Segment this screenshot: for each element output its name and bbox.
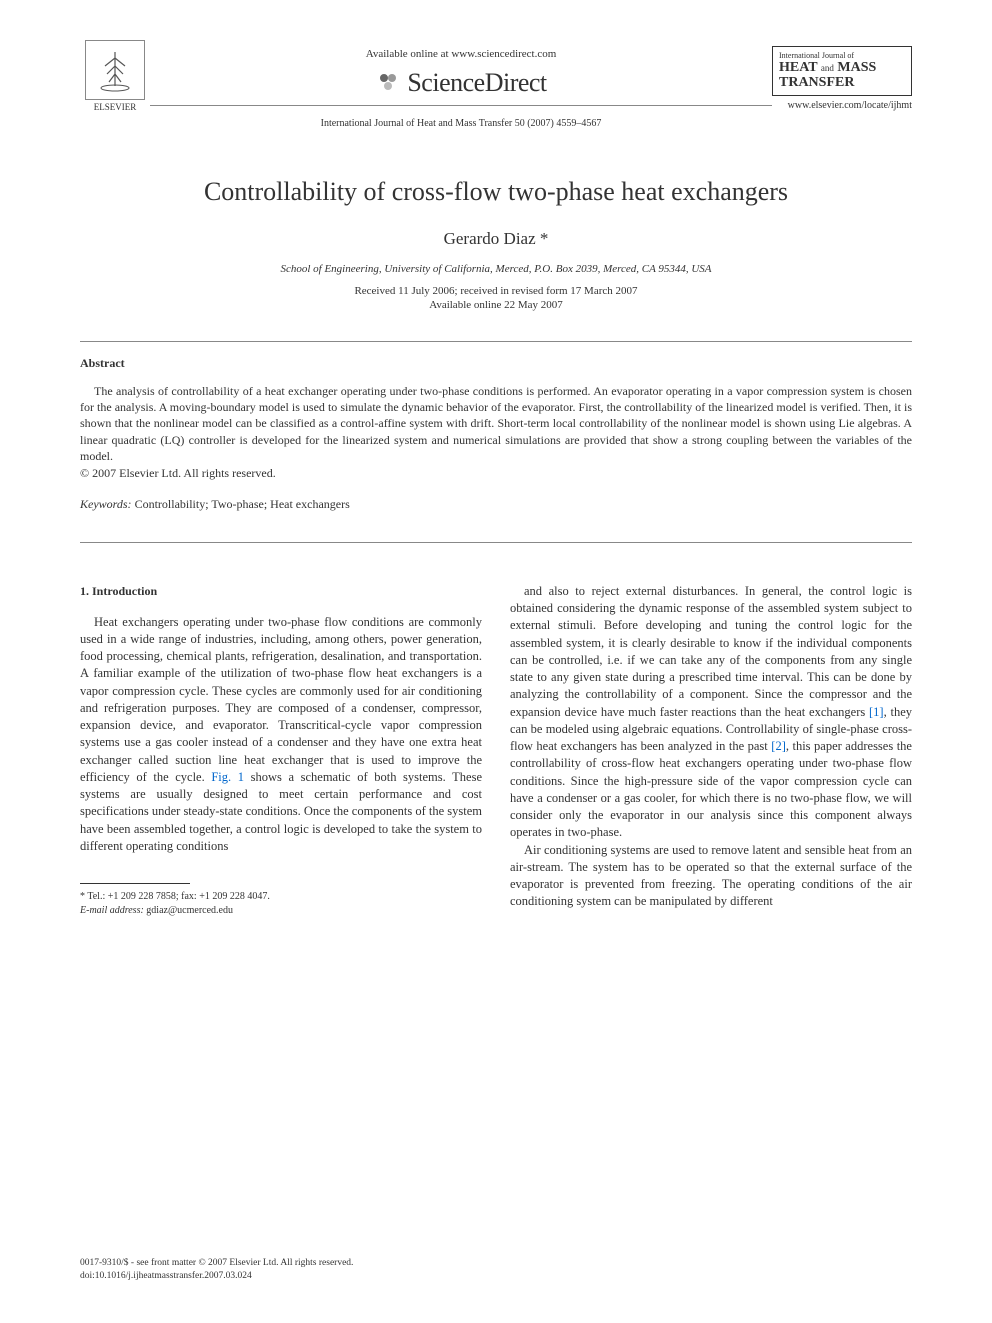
affiliation: School of Engineering, University of Cal… (80, 263, 912, 275)
available-date: Available online 22 May 2007 (80, 299, 912, 311)
author-marker: * (540, 229, 549, 248)
footnote-email: gdiaz@ucmerced.edu (144, 905, 233, 916)
ref-1-link[interactable]: [1] (869, 705, 884, 719)
body-two-column: 1. Introduction Heat exchangers operatin… (80, 583, 912, 918)
abstract-text: The analysis of controllability of a hea… (80, 383, 912, 464)
footnote-email-label: E-mail address: (80, 905, 144, 916)
journal-brand-main: HEAT and MASS TRANSFER (779, 60, 905, 91)
sciencedirect-icon (375, 69, 401, 101)
locate-url: www.elsevier.com/locate/ijhmt (772, 100, 912, 111)
left-column: 1. Introduction Heat exchangers operatin… (80, 583, 482, 918)
footnote-rule (80, 883, 190, 884)
journal-reference: International Journal of Heat and Mass T… (150, 118, 772, 129)
abstract-heading: Abstract (80, 356, 912, 371)
journal-brand-box: International Journal of HEAT and MASS T… (772, 46, 912, 96)
keywords-line: Keywords: Controllability; Two-phase; He… (80, 497, 912, 512)
ref-2-link[interactable]: [2] (771, 739, 786, 753)
elsevier-tree-icon (85, 40, 145, 100)
article-title: Controllability of cross-flow two-phase … (80, 177, 912, 207)
journal-brand-block: International Journal of HEAT and MASS T… (772, 40, 912, 111)
sciencedirect-text: ScienceDirect (407, 68, 546, 97)
footnote-email-line: E-mail address: gdiaz@ucmerced.edu (80, 904, 482, 918)
corresponding-footnote: * Tel.: +1 209 228 7858; fax: +1 209 228… (80, 890, 482, 918)
right-column: and also to reject external disturbances… (510, 583, 912, 918)
center-header: Available online at www.sciencedirect.co… (150, 40, 772, 129)
keywords-text: Controllability; Two-phase; Heat exchang… (132, 497, 350, 511)
journal-brand-top: International Journal of (779, 51, 905, 60)
abstract-copyright: © 2007 Elsevier Ltd. All rights reserved… (80, 466, 912, 481)
header-rule (150, 105, 772, 106)
intro-paragraph-1-cont: and also to reject external disturbances… (510, 583, 912, 842)
abstract-bottom-rule (80, 542, 912, 543)
sciencedirect-logo: ScienceDirect (150, 68, 772, 101)
keywords-label: Keywords: (80, 497, 132, 511)
author-name: Gerardo Diaz (444, 229, 536, 248)
footer-front-matter: 0017-9310/$ - see front matter © 2007 El… (80, 1257, 353, 1270)
author-line: Gerardo Diaz * (80, 229, 912, 249)
intro-paragraph-1: Heat exchangers operating under two-phas… (80, 614, 482, 856)
page-header: ELSEVIER Available online at www.science… (80, 40, 912, 129)
footer-doi: doi:10.1016/j.ijheatmasstransfer.2007.03… (80, 1270, 353, 1283)
abstract-top-rule (80, 341, 912, 342)
section-1-heading: 1. Introduction (80, 583, 482, 600)
received-date: Received 11 July 2006; received in revis… (80, 285, 912, 297)
available-online-text: Available online at www.sciencedirect.co… (150, 48, 772, 60)
fig-1-link[interactable]: Fig. 1 (211, 770, 244, 784)
elsevier-logo: ELSEVIER (80, 40, 150, 112)
elsevier-label: ELSEVIER (80, 102, 150, 112)
intro-paragraph-2: Air conditioning systems are used to rem… (510, 842, 912, 911)
footnote-tel: * Tel.: +1 209 228 7858; fax: +1 209 228… (80, 890, 482, 904)
page-footer: 0017-9310/$ - see front matter © 2007 El… (80, 1257, 353, 1283)
